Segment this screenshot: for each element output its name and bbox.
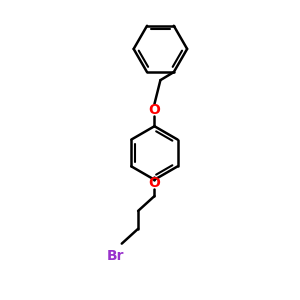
Text: O: O — [148, 103, 160, 117]
Text: O: O — [148, 176, 160, 190]
Text: Br: Br — [107, 248, 124, 262]
